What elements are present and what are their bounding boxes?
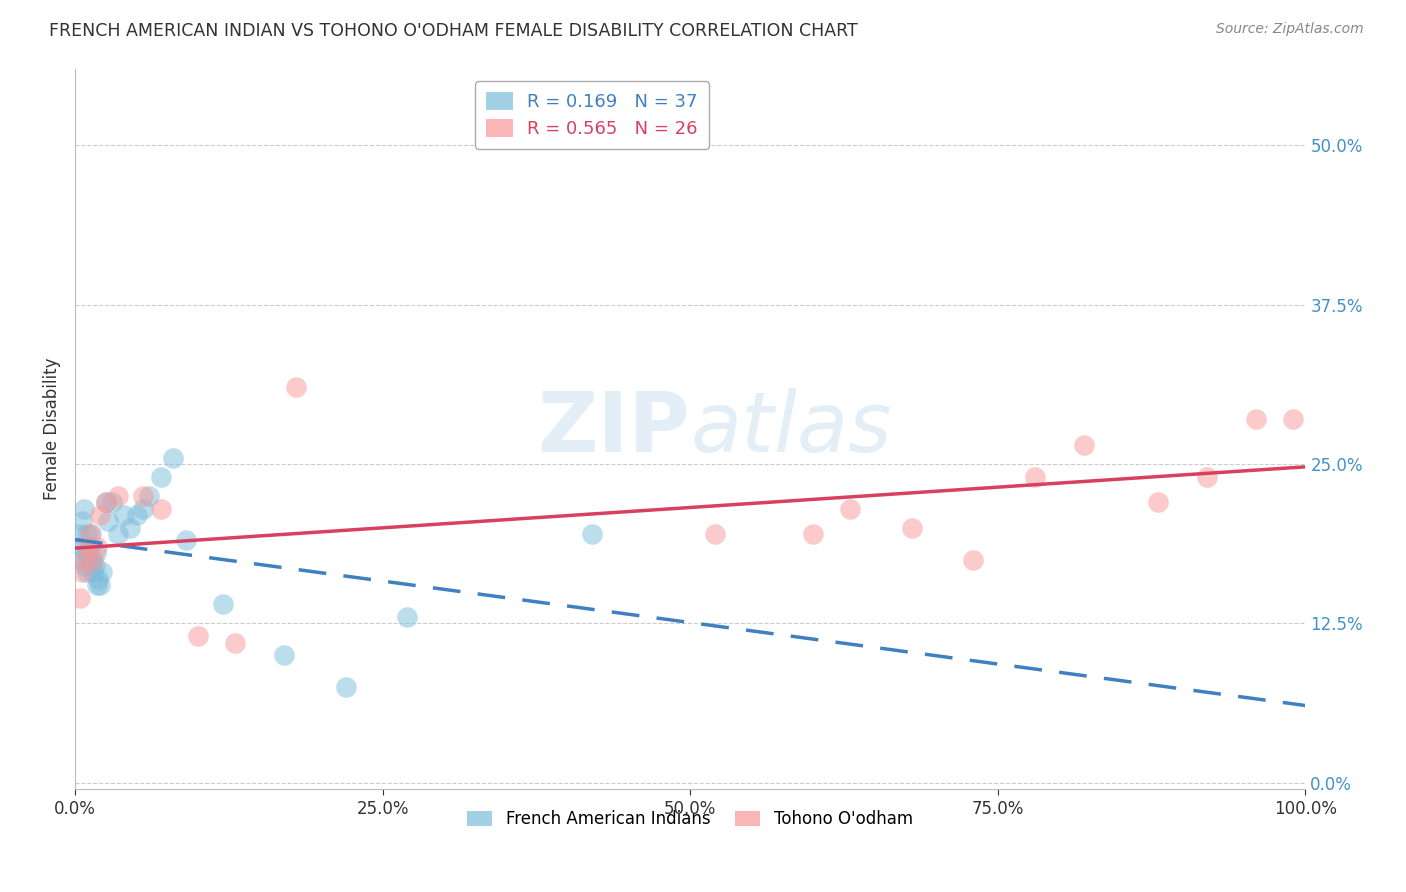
Point — [1146, 495, 1168, 509]
Point — [138, 489, 160, 503]
Point — [84, 546, 107, 560]
Point — [150, 501, 173, 516]
Point — [69, 540, 91, 554]
Point — [120, 521, 142, 535]
Point — [101, 495, 124, 509]
Point — [86, 540, 108, 554]
Point — [335, 680, 357, 694]
Point — [73, 559, 96, 574]
Point — [67, 527, 90, 541]
Point — [801, 527, 824, 541]
Point — [89, 578, 111, 592]
Point — [703, 527, 725, 541]
Point — [112, 508, 135, 522]
Y-axis label: Female Disability: Female Disability — [44, 358, 60, 500]
Point — [396, 610, 419, 624]
Point — [1244, 412, 1267, 426]
Point — [224, 635, 246, 649]
Point — [150, 469, 173, 483]
Text: ZIP: ZIP — [537, 388, 690, 469]
Point — [900, 521, 922, 535]
Point — [1282, 412, 1305, 426]
Point — [72, 566, 94, 580]
Text: atlas: atlas — [690, 388, 891, 469]
Point — [962, 552, 984, 566]
Point — [72, 514, 94, 528]
Point — [76, 566, 98, 580]
Text: Source: ZipAtlas.com: Source: ZipAtlas.com — [1216, 22, 1364, 37]
Point — [174, 533, 197, 548]
Point — [94, 495, 117, 509]
Point — [187, 629, 209, 643]
Point — [79, 540, 101, 554]
Point — [107, 527, 129, 541]
Point — [82, 552, 104, 566]
Point — [80, 527, 103, 541]
Point — [73, 552, 96, 566]
Text: FRENCH AMERICAN INDIAN VS TOHONO O'ODHAM FEMALE DISABILITY CORRELATION CHART: FRENCH AMERICAN INDIAN VS TOHONO O'ODHAM… — [49, 22, 858, 40]
Point — [76, 527, 98, 541]
Point — [75, 546, 97, 560]
Point — [107, 489, 129, 503]
Point — [125, 508, 148, 522]
Point — [1195, 469, 1218, 483]
Point — [839, 501, 862, 516]
Point — [162, 450, 184, 465]
Point — [94, 495, 117, 509]
Point — [91, 566, 114, 580]
Point — [211, 597, 233, 611]
Point — [82, 552, 104, 566]
Point — [82, 566, 104, 580]
Point — [273, 648, 295, 663]
Legend: French American Indians, Tohono O'odham: French American Indians, Tohono O'odham — [461, 804, 920, 835]
Point — [1073, 438, 1095, 452]
Point — [131, 501, 153, 516]
Point — [1024, 469, 1046, 483]
Point — [86, 578, 108, 592]
Point — [87, 572, 110, 586]
Point — [76, 540, 98, 554]
Point — [70, 552, 93, 566]
Point — [285, 380, 308, 394]
Point — [72, 501, 94, 516]
Point — [131, 489, 153, 503]
Point — [581, 527, 603, 541]
Point — [89, 508, 111, 522]
Point — [83, 559, 105, 574]
Point — [97, 514, 120, 528]
Point — [77, 552, 100, 566]
Point — [79, 527, 101, 541]
Point — [69, 591, 91, 605]
